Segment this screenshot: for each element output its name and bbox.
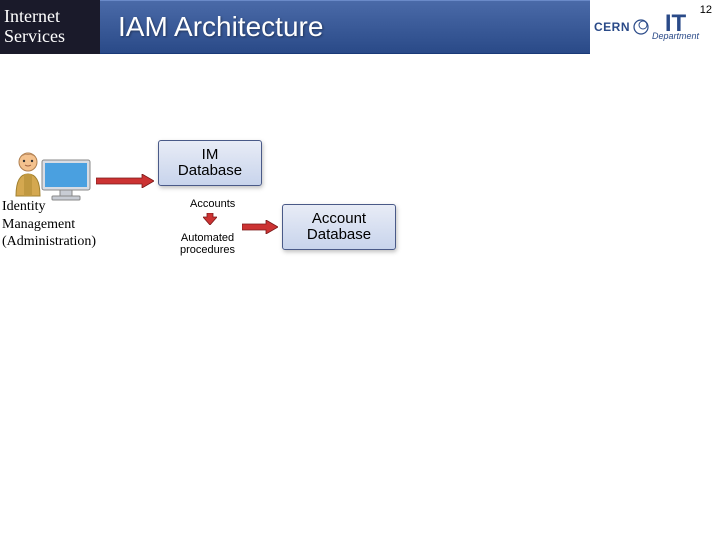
autoproc-line1: Automated [180,232,235,244]
page-number: 12 [700,4,712,16]
header-bar: Internet Services IAM Architecture CERN … [0,0,720,54]
im-database-box: IM Database [158,140,262,186]
identity-label-line1: Identity [2,198,162,216]
cern-it-logo: CERN IT Department [594,14,699,40]
slide-title: IAM Architecture [100,0,590,54]
cern-rings-icon [632,18,650,36]
arrow-to-im-db-icon [96,174,154,188]
slide-title-text: IAM Architecture [118,11,323,43]
account-database-box: Account Database [282,204,396,250]
acct-db-line2: Database [307,227,371,244]
im-db-line2: Database [178,163,242,180]
autoproc-line2: procedures [180,244,235,256]
logo-dept-text: Department [652,33,699,40]
logo-it-block: IT Department [652,14,699,40]
identity-label-line3: (Administration) [2,233,162,251]
acct-db-line1: Account [312,211,366,228]
header-left-label: Internet Services [0,0,100,54]
im-db-line1: IM [202,147,219,164]
accounts-label: Accounts [190,198,235,210]
arrow-to-account-db-icon [242,220,278,234]
automated-procedures-label: Automated procedures [180,232,235,256]
identity-management-label: Identity Management (Administration) [2,198,162,251]
logo-cern-text: CERN [594,20,630,34]
arrow-down-icon [203,213,217,225]
header-left-line1: Internet [4,7,100,27]
header-left-line2: Services [4,27,100,47]
computer-monitor-icon [40,158,92,202]
identity-label-line2: Management [2,216,162,234]
